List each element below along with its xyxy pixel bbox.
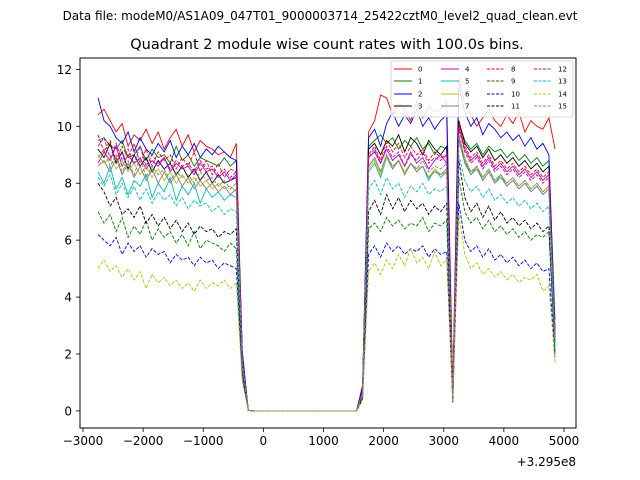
legend-label-3: 3 bbox=[418, 103, 422, 111]
x-tick-label: −1000 bbox=[183, 434, 224, 448]
x-tick-label: 3000 bbox=[428, 434, 459, 448]
y-tick-label: 10 bbox=[57, 120, 72, 134]
x-axis: −3000 −2000 −1000 0 1000 2000 3000 4000 5000 bbox=[63, 428, 580, 448]
plot-area bbox=[97, 77, 556, 412]
y-tick-label: 4 bbox=[64, 291, 72, 305]
y-tick-label: 2 bbox=[64, 348, 72, 362]
axes-frame bbox=[79, 57, 577, 429]
x-tick-label: 1000 bbox=[308, 434, 339, 448]
legend-label-13: 13 bbox=[558, 78, 567, 86]
legend-label-15: 15 bbox=[558, 103, 567, 111]
x-tick-label: −2000 bbox=[123, 434, 164, 448]
legend-label-2: 2 bbox=[418, 91, 422, 99]
x-tick-label: −3000 bbox=[63, 434, 104, 448]
x-tick-label: 5000 bbox=[549, 434, 580, 448]
legend-label-12: 12 bbox=[558, 66, 567, 74]
legend-label-1: 1 bbox=[418, 78, 422, 86]
y-axis: 0 2 4 6 8 10 12 bbox=[57, 63, 80, 418]
x-tick-label: 2000 bbox=[368, 434, 399, 448]
legend-label-7: 7 bbox=[465, 103, 469, 111]
figure-suptitle: Data file: modeM0/AS1A09_047T01_90000037… bbox=[63, 9, 578, 23]
legend-label-6: 6 bbox=[465, 91, 470, 99]
y-tick-label: 6 bbox=[64, 234, 72, 248]
chart-title: Quadrant 2 module wise count rates with … bbox=[130, 37, 524, 53]
x-tick-label: 0 bbox=[260, 434, 268, 448]
legend-label-9: 9 bbox=[511, 78, 515, 86]
series-line-15 bbox=[97, 134, 556, 412]
legend-label-0: 0 bbox=[418, 66, 422, 74]
x-tick-label: 4000 bbox=[489, 434, 520, 448]
y-tick-label: 12 bbox=[57, 63, 72, 77]
y-tick-label: 0 bbox=[64, 404, 72, 418]
legend-label-5: 5 bbox=[465, 78, 469, 86]
legend-label-11: 11 bbox=[511, 103, 520, 111]
x-offset-text: +3.295e8 bbox=[517, 455, 576, 469]
y-tick-label: 8 bbox=[64, 177, 72, 191]
legend-label-4: 4 bbox=[465, 66, 470, 74]
legend-label-14: 14 bbox=[558, 91, 567, 99]
series-line-14 bbox=[97, 214, 556, 412]
legend-label-8: 8 bbox=[511, 66, 515, 74]
legend-box bbox=[390, 60, 574, 118]
legend-label-10: 10 bbox=[511, 91, 520, 99]
